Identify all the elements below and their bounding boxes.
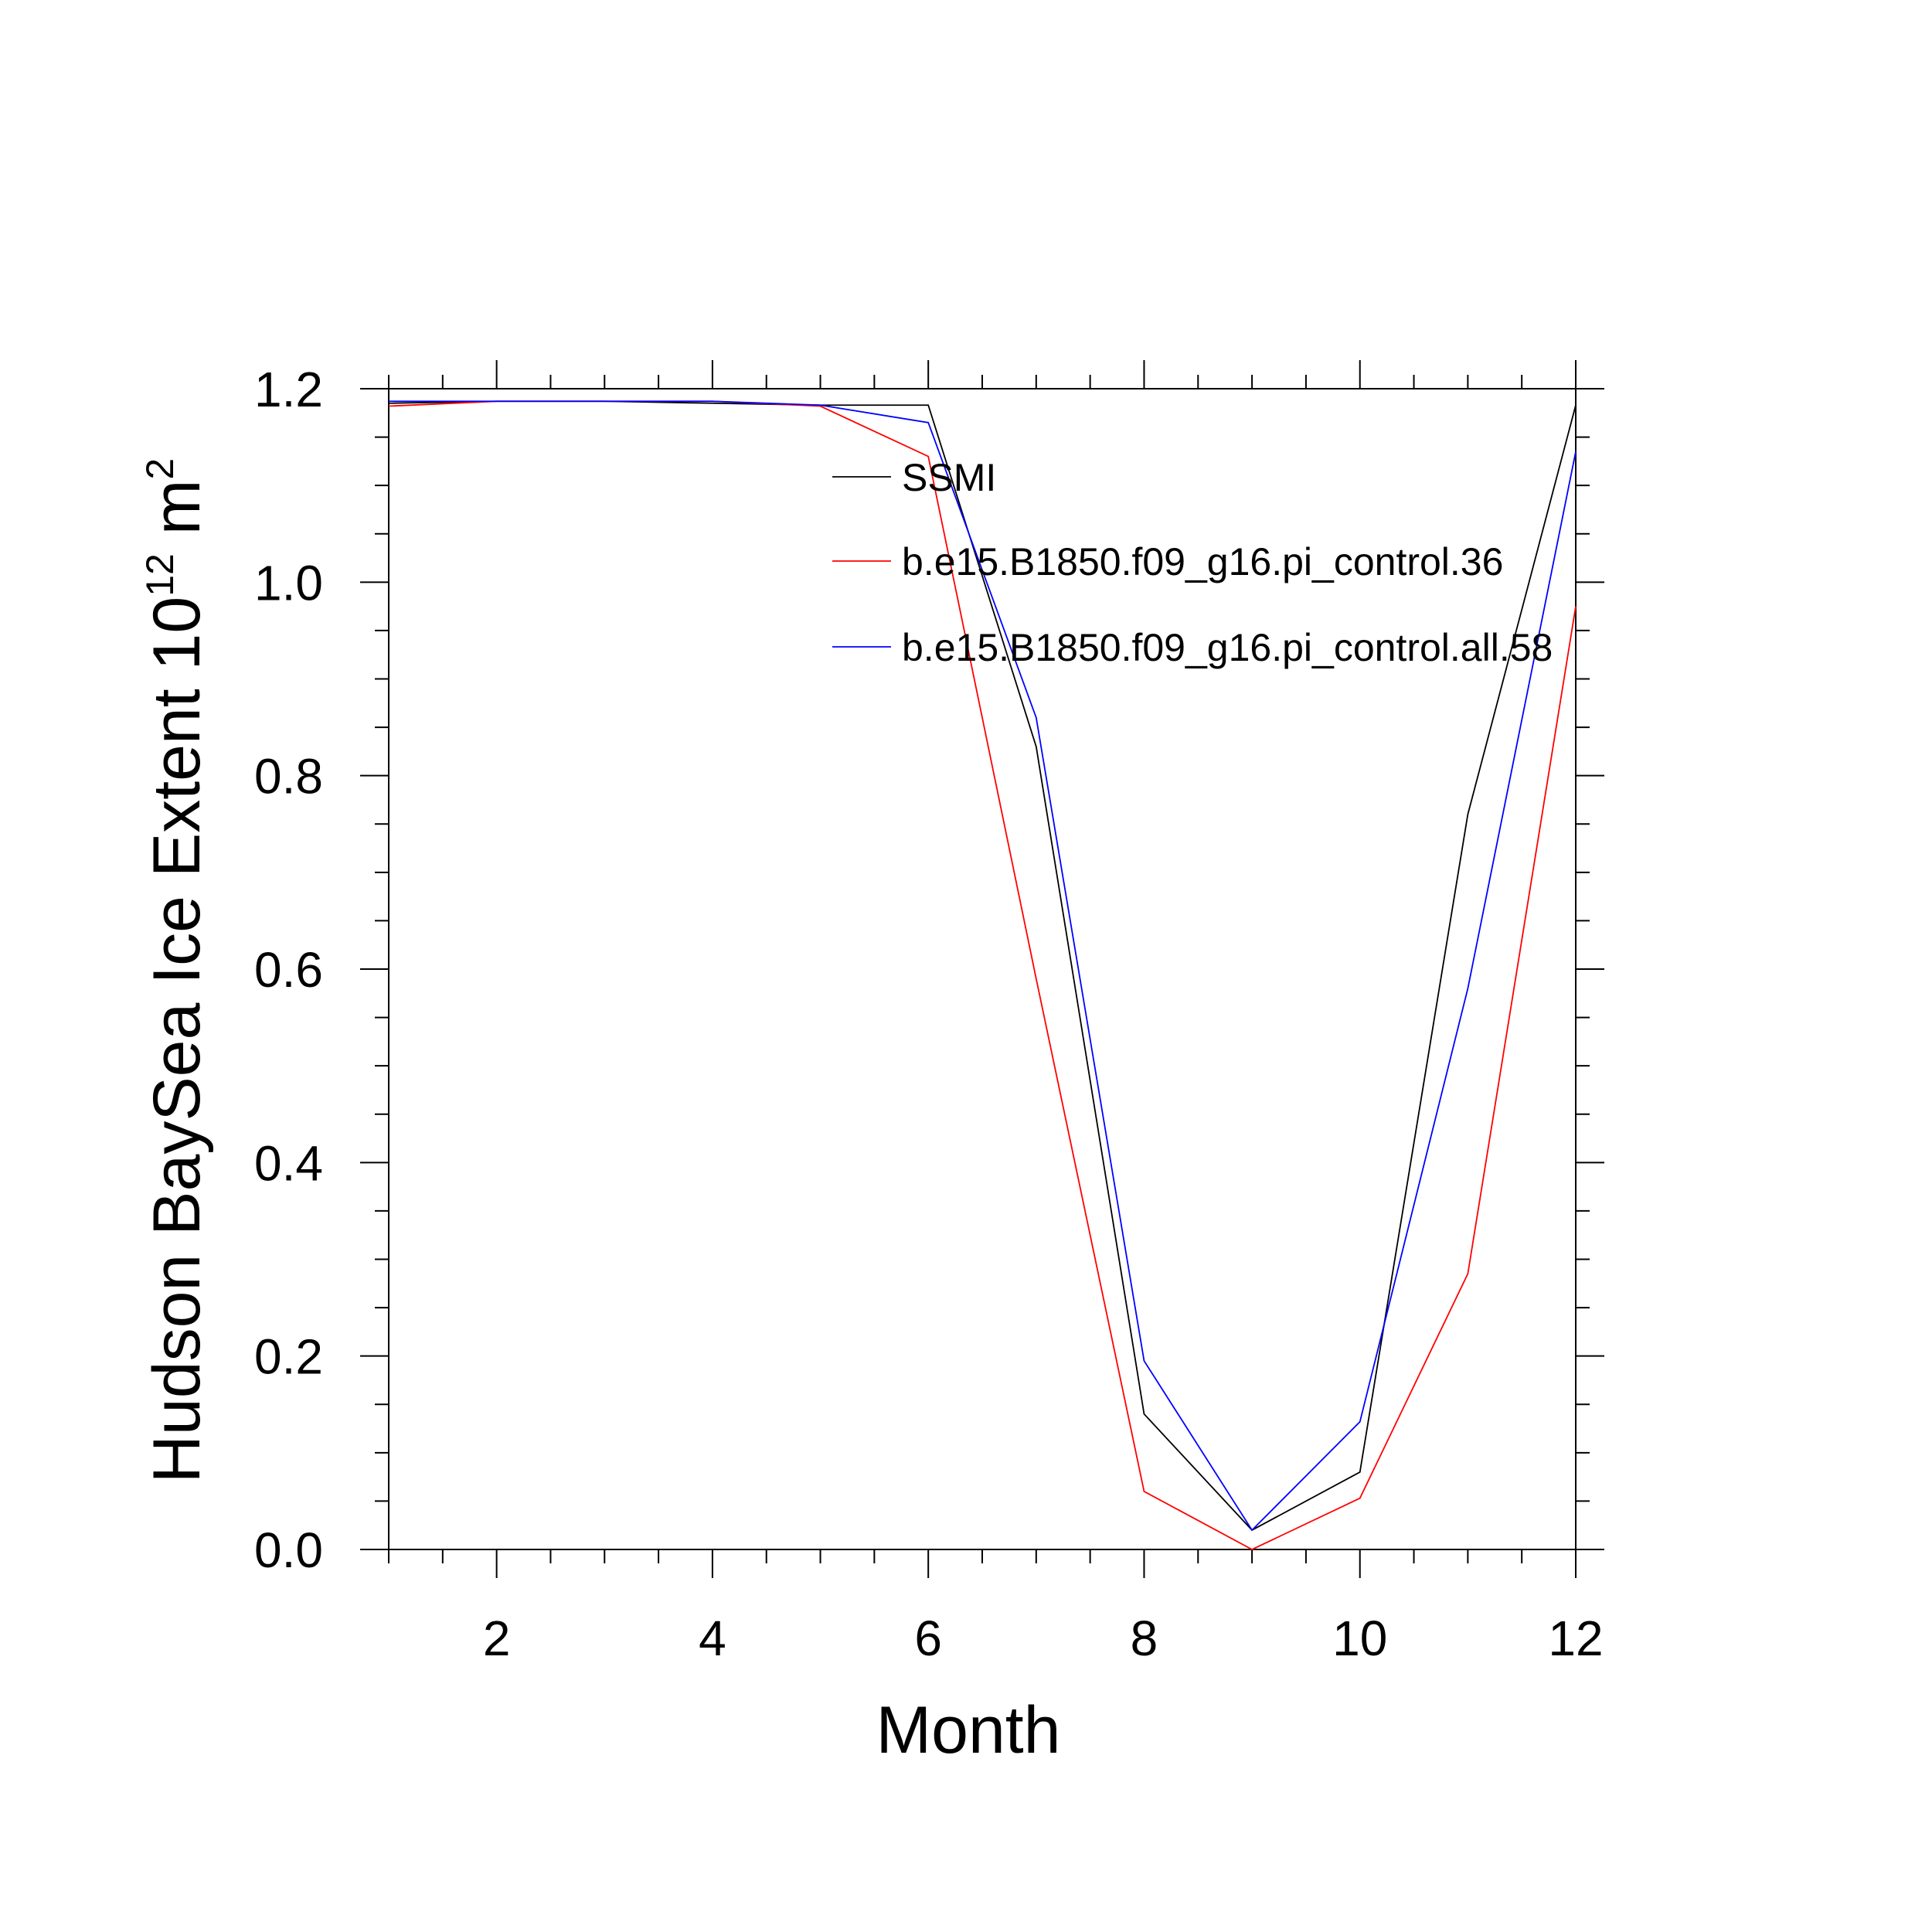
axis-ticks — [360, 360, 1604, 1578]
y-tick-label: 0.6 — [254, 942, 323, 998]
x-tick-label: 8 — [1131, 1611, 1158, 1666]
x-tick-label: 2 — [483, 1611, 511, 1666]
y-axis-title-unit: m — [140, 480, 214, 554]
y-tick-label: 0.8 — [254, 749, 323, 804]
y-axis-title-exponent: 12 — [138, 553, 182, 597]
y-axis-title-main: Hudson BaySea Ice Extent 10 — [140, 597, 214, 1483]
y-tick-label: 0.2 — [254, 1329, 323, 1385]
legend-label-1: SSMI — [902, 456, 996, 499]
series-layer — [388, 400, 1577, 1551]
legend-label-2: b.e15.B1850.f09_g16.pi_control.36 — [902, 540, 1503, 583]
y-axis-title-unit-exponent: 2 — [138, 458, 182, 480]
x-axis-title: Month — [876, 1693, 1060, 1767]
tick-labels: 2 4 6 8 10 12 0.0 0.2 0.4 0.6 0.8 1.0 1.2 — [254, 362, 1604, 1666]
x-tick-label: 4 — [699, 1611, 726, 1666]
y-tick-label: 0.0 — [254, 1522, 323, 1578]
y-tick-label: 1.2 — [254, 362, 323, 417]
series-line-3 — [389, 400, 1577, 1532]
x-tick-label: 10 — [1332, 1611, 1387, 1666]
x-tick-label: 12 — [1548, 1611, 1603, 1666]
y-tick-label: 1.0 — [254, 555, 323, 611]
x-tick-label: 6 — [914, 1611, 942, 1666]
y-tick-label: 0.4 — [254, 1135, 323, 1191]
legend-label-3: b.e15.B1850.f09_g16.pi_control.all.58 — [902, 626, 1553, 669]
legend: SSMI b.e15.B1850.f09_g16.pi_control.36 b.e… — [832, 456, 1553, 669]
y-axis-title: Hudson BaySea Ice Extent 1012 m2 — [138, 458, 214, 1483]
